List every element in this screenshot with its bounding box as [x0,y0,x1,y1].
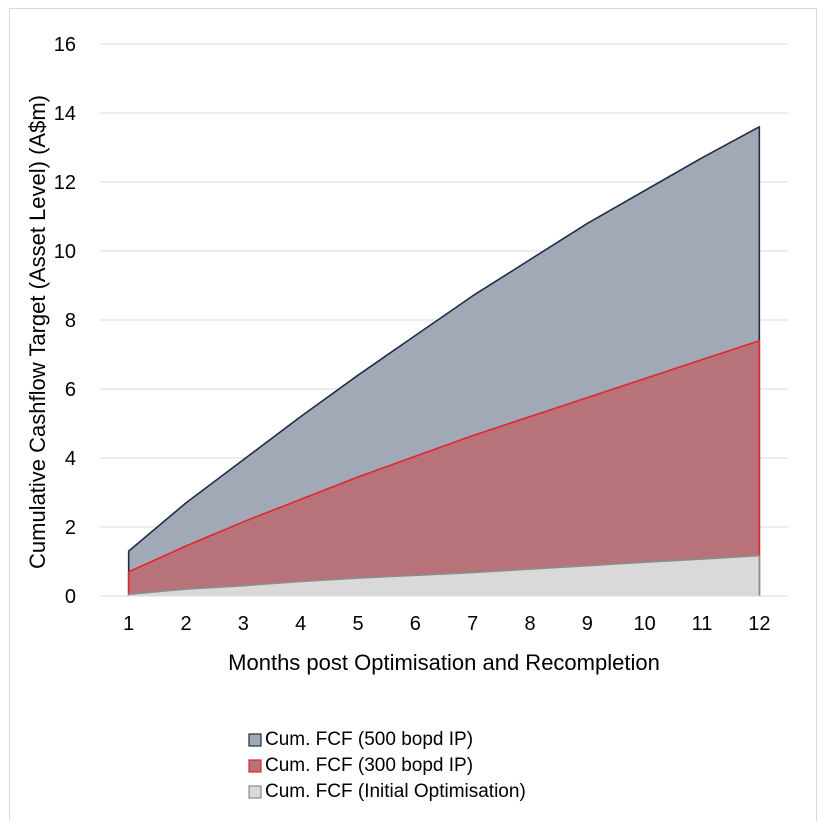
y-tick-label: 6 [65,379,76,401]
x-tick-label: 9 [582,613,593,635]
x-tick-label: 2 [180,613,191,635]
chart-frame [9,8,817,821]
x-tick-label: 6 [410,613,421,635]
x-tick-label: 12 [748,613,770,635]
x-tick-label: 4 [295,613,306,635]
y-tick-label: 4 [65,448,76,470]
y-tick-label: 8 [65,310,76,332]
x-axis-title: Months post Optimisation and Recompletio… [228,650,660,675]
y-tick-label: 16 [54,34,76,56]
x-tick-label: 5 [352,613,363,635]
x-tick-label: 10 [634,613,656,635]
x-tick-label: 8 [524,613,535,635]
y-tick-label: 0 [65,586,76,608]
x-tick-labels: 1 2 3 4 5 6 7 8 9 10 11 12 [123,613,770,635]
legend-label-1: Cum. FCF (500 bopd IP) [265,729,473,750]
area-fill-3 [128,555,760,596]
y-axis-title: Cumulative Cashflow Target (Asset Level)… [25,95,50,569]
legend-swatch-3 [248,785,262,799]
y-tick-label: 12 [54,172,76,194]
area-line-2 [127,339,761,596]
legend-swatch-1 [248,733,262,747]
area-line-1 [127,126,761,596]
x-tick-label: 1 [123,613,134,635]
area-fill-2 [128,340,760,596]
legend-swatch-2 [248,759,262,773]
y-tick-label: 10 [54,241,76,263]
x-tick-label: 3 [238,613,249,635]
area-line-3 [127,554,761,596]
legend: Cum. FCF (500 bopd IP) Cum. FCF (300 bopd… [248,729,526,802]
legend-label-2: Cum. FCF (300 bopd IP) [265,755,473,776]
area-series [127,126,761,597]
legend-label-3: Cum. FCF (Initial Optimisation) [265,781,526,802]
y-tick-label: 14 [54,103,76,125]
y-tick-label: 2 [65,517,76,539]
y-tick-labels: 0 2 4 6 8 10 12 14 16 [54,34,76,608]
x-tick-label: 7 [467,613,478,635]
x-tick-label: 11 [692,613,713,635]
